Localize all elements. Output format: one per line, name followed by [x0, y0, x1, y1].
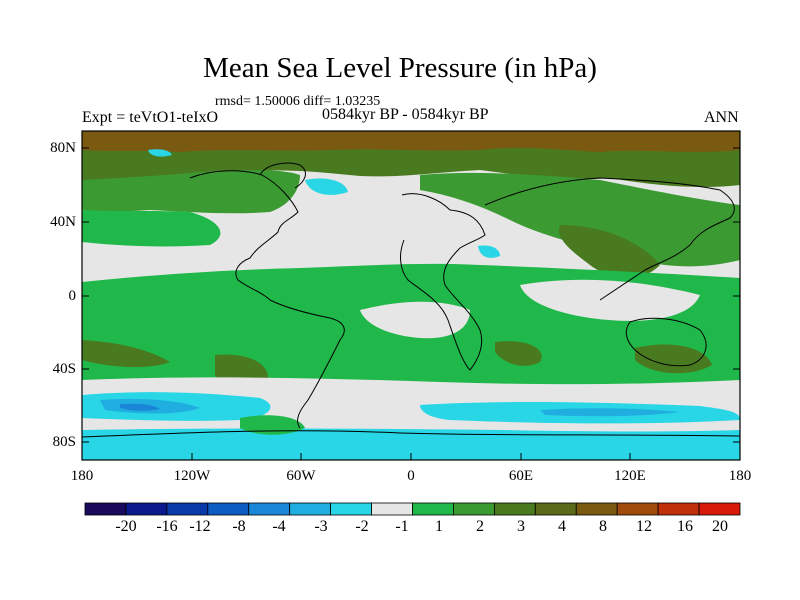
pressure-field — [82, 131, 740, 460]
colorbar-box — [125, 502, 168, 516]
colorbar — [84, 502, 741, 516]
colorbar-label: -8 — [232, 518, 246, 535]
greenland-coast — [259, 162, 306, 189]
colorbar-label: -1 — [395, 518, 409, 535]
lon-label: 180 — [70, 468, 94, 484]
s-pacific-west-high — [82, 340, 170, 368]
lon-label: 120W — [173, 468, 211, 484]
europe-africa-coast — [400, 193, 486, 371]
colorbar-label: 20 — [712, 518, 728, 535]
colorbar-box — [616, 502, 659, 516]
axis-ticks — [81, 147, 741, 460]
colorbar-box — [330, 502, 372, 516]
s-indian-high — [495, 341, 542, 366]
colorbar-box — [289, 502, 332, 516]
s-pacific-inner-low — [120, 403, 160, 411]
arctic-core — [82, 131, 740, 152]
lat-label: 0 — [68, 288, 77, 304]
colorbar-box — [371, 502, 413, 516]
colorbar-box — [207, 502, 250, 516]
colorbar-box — [412, 502, 454, 516]
colorbar-label: 2 — [476, 518, 484, 535]
colorbar-label: 12 — [636, 518, 652, 535]
colorbar-box — [453, 502, 495, 516]
australia-high — [635, 344, 712, 374]
lat-label: 40S — [52, 361, 76, 377]
asia-high — [559, 225, 660, 279]
experiment-label: Expt = teVtO1-teIxO — [82, 109, 219, 126]
lon-label: 60E — [508, 468, 534, 484]
colorbar-label: 1 — [435, 518, 443, 535]
n-atlantic-band — [82, 170, 300, 214]
colorbar-box — [575, 502, 618, 516]
asia-coast — [484, 177, 735, 301]
colorbar-label: 3 — [517, 518, 525, 535]
arabia-low — [478, 245, 500, 258]
asia-band — [420, 172, 740, 267]
colorbar-box — [534, 502, 577, 516]
north-america-coast — [189, 170, 299, 301]
colorbar-label: -16 — [156, 518, 178, 535]
stats-text: rmsd= 1.50006 diff= 1.03235 — [215, 94, 381, 109]
colorbar-box — [84, 502, 127, 516]
colorbar-box — [493, 502, 536, 516]
s-atlantic-neutral — [360, 301, 470, 339]
colorbar-box — [248, 502, 291, 516]
lon-label: 180 — [728, 468, 752, 484]
season-label: ANN — [704, 109, 739, 126]
colorbar-box — [166, 502, 209, 516]
drake-passage-green — [240, 415, 305, 435]
lon-label: 0 — [407, 468, 415, 484]
lon-label: 120E — [614, 468, 646, 484]
australia-coast — [625, 317, 707, 367]
colorbar-label: -4 — [272, 518, 286, 535]
n-pacific-green — [82, 210, 221, 247]
colorbar-label: -20 — [115, 518, 137, 535]
lon-label: 60W — [286, 468, 316, 484]
map-title: Mean Sea Level Pressure (in hPa) — [203, 52, 597, 84]
colorbar-box — [657, 502, 700, 516]
colorbar-label: -12 — [189, 518, 211, 535]
lat-label: 40N — [50, 214, 76, 230]
colorbar-box — [698, 502, 741, 516]
antarctic-low — [82, 428, 740, 460]
colorbar-label: 16 — [677, 518, 693, 535]
n-atlantic-low — [305, 178, 348, 195]
colorbar-label: 8 — [599, 518, 607, 535]
lat-label: 80N — [50, 140, 76, 156]
indian-ocean-neutral — [520, 279, 700, 321]
south-america-coast — [269, 299, 345, 429]
s-indian-core-low — [540, 408, 680, 417]
period-label: 0584kyr BP - 0584kyr BP — [322, 106, 489, 123]
colorbar-label: -3 — [314, 518, 328, 535]
coastlines — [82, 162, 740, 438]
lat-label: 80S — [52, 434, 76, 450]
colorbar-label: -2 — [355, 518, 369, 535]
colorbar-label: 4 — [558, 518, 566, 535]
antarctica-coast — [82, 430, 740, 438]
arctic-low-patch — [148, 149, 172, 157]
